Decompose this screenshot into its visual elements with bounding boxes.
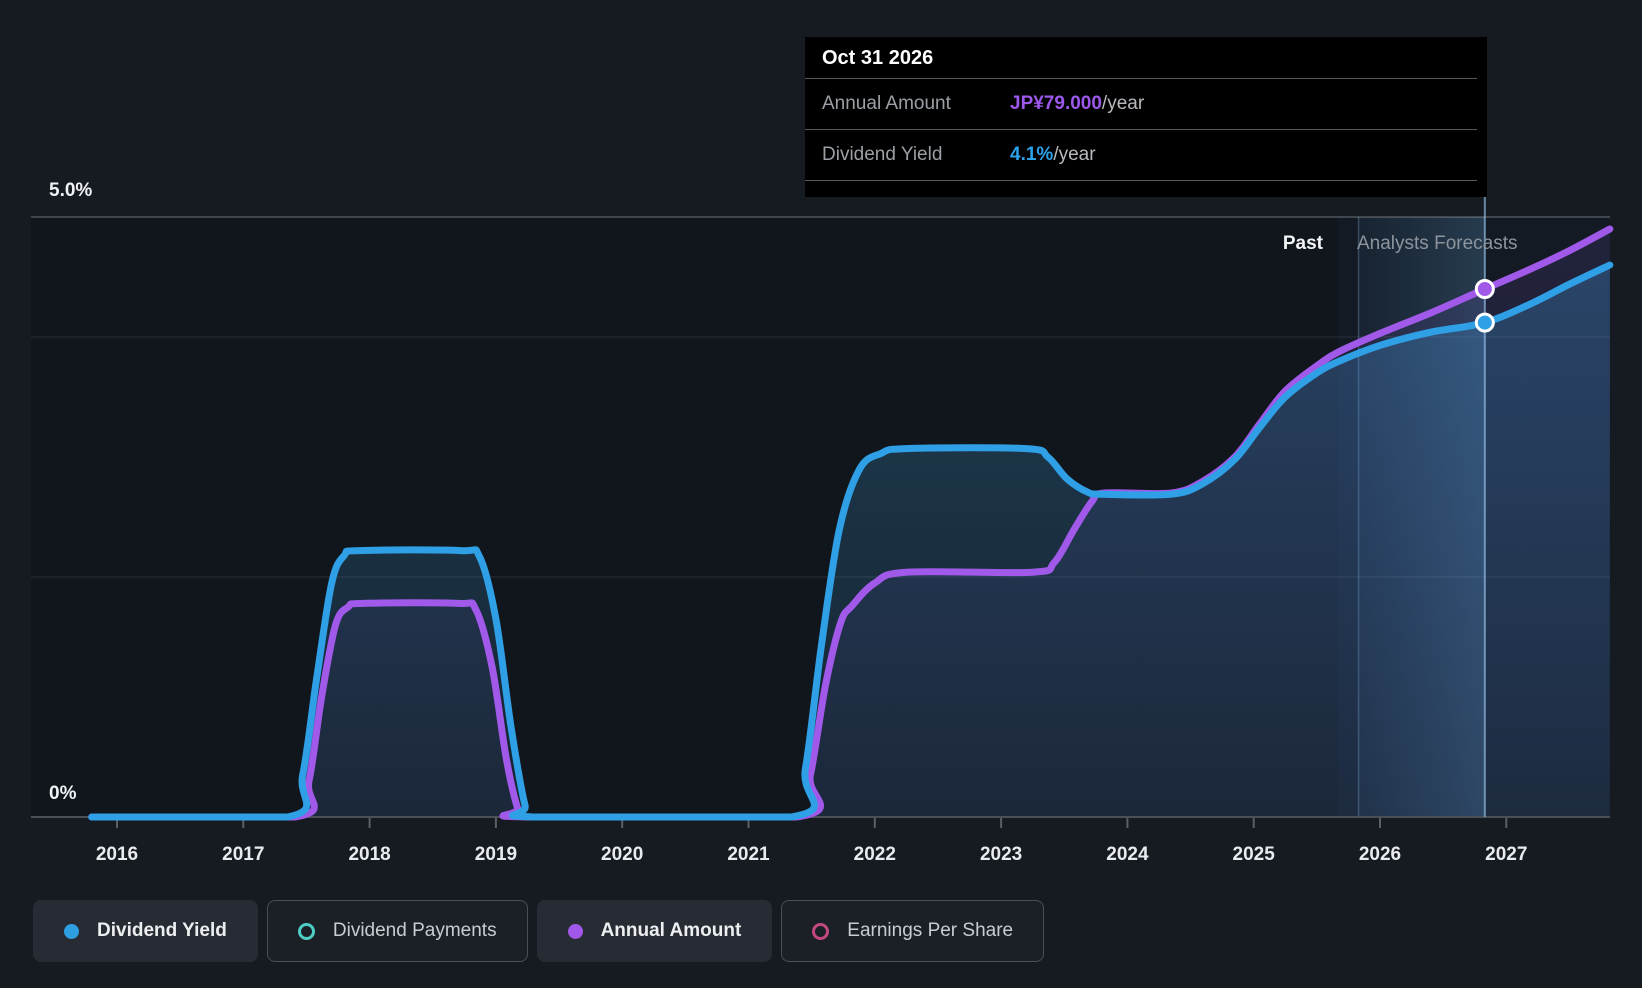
y-axis-max-label: 5.0% bbox=[49, 180, 93, 201]
tooltip-date: Oct 31 2026 bbox=[805, 37, 1477, 79]
legend-toggle-annual-amount[interactable]: Annual Amount bbox=[536, 900, 773, 962]
dividend-yield-area bbox=[91, 265, 1610, 817]
earnings-per-share-series-ring-icon bbox=[812, 922, 830, 940]
tooltip-row-dividend-yield: Dividend Yield 4.1% /year bbox=[805, 130, 1477, 181]
x-axis-label-2021: 2021 bbox=[727, 844, 770, 865]
x-axis-label-2026: 2026 bbox=[1359, 844, 1401, 865]
dividend-yield-series-dot-icon bbox=[64, 923, 79, 939]
tooltip-value-suffix: /year bbox=[1101, 93, 1145, 114]
x-axis-label-2019: 2019 bbox=[475, 844, 517, 865]
series-legend: Dividend Yield Dividend Payments Annual Am… bbox=[33, 900, 1045, 962]
tooltip-row-annual-amount: Annual Amount JP¥79.000 /year bbox=[805, 79, 1477, 130]
tooltip-label: Dividend Yield bbox=[822, 144, 943, 165]
legend-toggle-dividend-payments[interactable]: Dividend Payments bbox=[266, 900, 528, 962]
x-axis-label-2020: 2020 bbox=[601, 844, 643, 865]
x-axis-label-2027: 2027 bbox=[1485, 844, 1527, 865]
tooltip-value: 4.1% bbox=[1010, 144, 1054, 165]
annual-amount-line[interactable] bbox=[88, 225, 1614, 821]
legend-label: Dividend Payments bbox=[332, 920, 497, 941]
x-axis-label-2023: 2023 bbox=[980, 844, 1022, 865]
x-axis-label-2025: 2025 bbox=[1233, 844, 1276, 865]
x-axis-label-2024: 2024 bbox=[1106, 844, 1149, 865]
annual-amount-series-dot-icon bbox=[567, 923, 583, 939]
x-axis-label-2022: 2022 bbox=[854, 844, 896, 865]
analysts-forecasts-label: Analysts Forecasts bbox=[1357, 233, 1518, 254]
legend-label: Annual Amount bbox=[600, 920, 742, 941]
x-axis-label-2018: 2018 bbox=[348, 844, 390, 865]
x-axis-label-2017: 2017 bbox=[222, 844, 264, 865]
legend-label: Dividend Yield bbox=[97, 920, 227, 941]
legend-toggle-dividend-yield[interactable]: Dividend Yield bbox=[33, 900, 258, 962]
x-axis-label-2016: 2016 bbox=[96, 844, 138, 865]
y-axis-min-label: 0% bbox=[49, 783, 77, 804]
legend-toggle-earnings-per-share[interactable]: Earnings Per Share bbox=[781, 900, 1045, 962]
annual-amount-hover-marker bbox=[1474, 279, 1495, 299]
legend-label: Earnings Per Share bbox=[847, 920, 1014, 941]
past-label: Past bbox=[1282, 233, 1323, 254]
hover-tooltip: Oct 31 2026 Annual Amount JP¥79.000 /yea… bbox=[805, 37, 1487, 197]
dividend-payments-series-ring-icon bbox=[297, 922, 315, 940]
dividend-yield-hover-marker bbox=[1474, 312, 1495, 333]
dividend-yield-line[interactable] bbox=[88, 261, 1614, 821]
tooltip-value: JP¥79.000 bbox=[1010, 93, 1102, 114]
tooltip-value-suffix: /year bbox=[1053, 144, 1096, 165]
tooltip-label: Annual Amount bbox=[822, 93, 951, 114]
